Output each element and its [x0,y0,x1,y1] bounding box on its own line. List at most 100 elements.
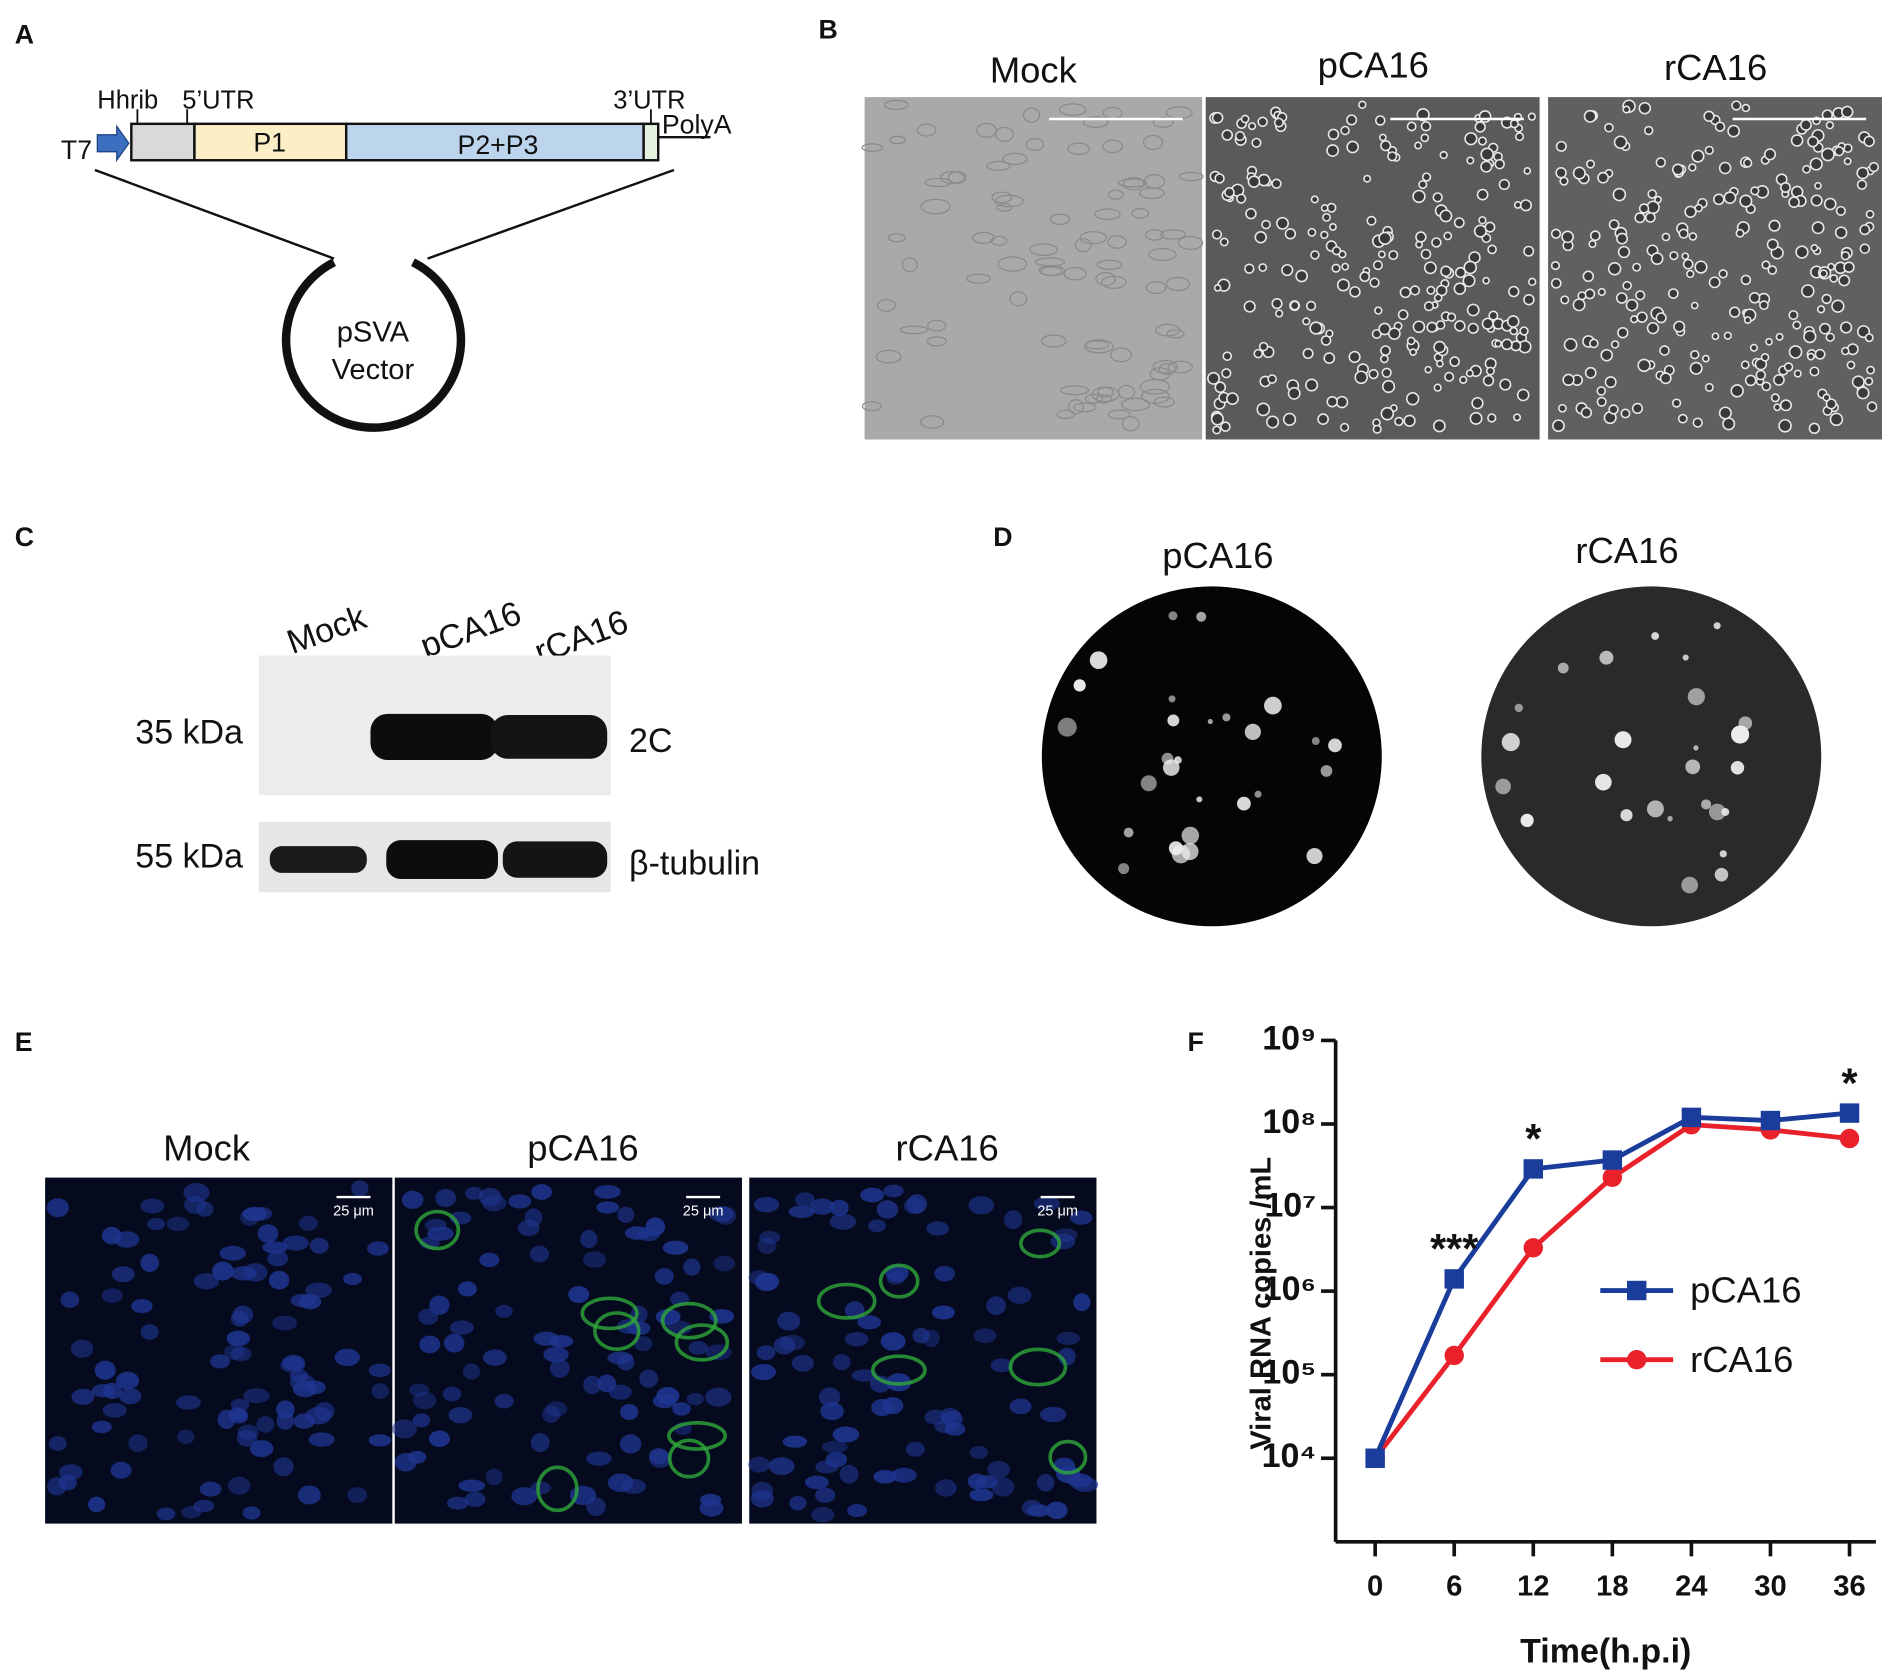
plaque [1264,696,1282,715]
nucleus [756,1345,776,1361]
nucleus [297,1485,321,1505]
cell [1462,274,1476,288]
cell [1740,360,1750,370]
nucleus [582,1251,607,1268]
cell [1508,285,1520,298]
cell [1363,174,1372,183]
nucleus [619,1434,642,1454]
scale-bar-label: 25 μm [1037,1203,1078,1219]
plaque [1057,717,1077,737]
cell [1107,189,1124,200]
cell [1276,216,1289,230]
cell [1684,205,1697,218]
infected-cell [1048,1439,1088,1475]
nucleus [334,1348,360,1367]
nucleus [464,1491,486,1507]
nucleus [586,1497,606,1517]
nucleus [219,1245,246,1261]
cell [1464,132,1478,146]
cell [1718,161,1732,175]
nucleus [290,1293,316,1308]
nucleus [975,1475,999,1489]
cell [1821,147,1835,162]
nucleus [448,1407,473,1424]
cell [899,325,929,335]
cell [1588,239,1597,249]
cell [1773,403,1782,412]
nucleus [820,1402,844,1421]
nucleus [530,1481,551,1495]
cell [1713,193,1725,206]
cell [1049,213,1071,225]
nucleus [458,1479,486,1492]
plaque [1681,876,1699,894]
legend-label: rCA16 [1690,1339,1793,1380]
nucleus [811,1507,835,1523]
nucleus [832,1426,860,1443]
cell [1638,203,1650,214]
cell [1302,317,1311,326]
cell [1152,359,1178,374]
data-point [1523,1159,1543,1179]
cell [1740,274,1752,286]
nucleus [931,1305,955,1320]
cell [1275,309,1284,318]
cell [1604,122,1614,133]
protein-label: β-tubulin [629,845,760,883]
cell [1749,343,1758,352]
cell [1426,285,1436,295]
cell [1063,266,1087,281]
nucleus [446,1496,469,1510]
nucleus [633,1336,653,1352]
cell [1597,171,1609,184]
cell [1145,281,1167,295]
line-chart: F 10⁴ 10⁵ 10⁶ 10⁷ 10⁸ 10⁹ 0 6 12 18 24 30 36 Time(h.p.… [1188,1019,1876,1670]
cell [1550,260,1561,271]
nucleus [548,1334,574,1348]
nucleus [753,1196,780,1213]
nucleus [926,1221,950,1236]
cell [1561,230,1574,244]
nucleus [758,1230,781,1244]
cell [1795,245,1809,259]
nucleus [857,1315,882,1330]
cell [1577,291,1587,301]
cell [1101,275,1127,289]
cell [1690,350,1700,360]
cell [1433,293,1443,303]
nucleus [791,1354,815,1372]
nucleus [922,1329,940,1347]
cell [1405,392,1420,406]
nucleus [935,1479,957,1497]
cell [1339,422,1350,433]
plaque [1708,803,1726,821]
plaque [1620,809,1633,822]
plaque [1693,745,1699,751]
nucleus [101,1226,122,1245]
nucleus [236,1429,258,1447]
cell [1688,163,1697,172]
nucleus [830,1199,849,1217]
nucleus [873,1470,897,1484]
cell [1704,145,1714,155]
nucleus [140,1324,159,1340]
y-tick-label: 10⁸ [1262,1103,1316,1141]
nucleus [249,1440,274,1458]
nucleus [686,1392,704,1406]
cell [1690,301,1699,310]
cell [1743,158,1753,168]
cell [1761,381,1772,392]
x-tick-label: 24 [1675,1571,1708,1603]
cell [1625,298,1639,312]
cell [997,256,1028,272]
cell [1718,269,1728,279]
cell [1513,413,1522,422]
cell [1501,338,1513,351]
legend-label: pCA16 [1690,1270,1801,1311]
cell [1224,187,1235,198]
cell [1632,262,1642,272]
nucleus [511,1487,538,1506]
cell [1380,140,1392,152]
cell [1859,224,1871,236]
plaque [1161,752,1174,765]
